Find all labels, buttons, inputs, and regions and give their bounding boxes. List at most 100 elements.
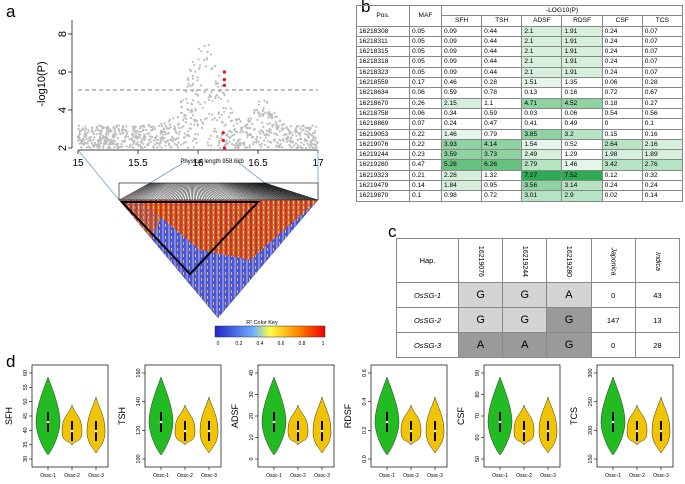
- snp-mapping-line: [183, 182, 188, 201]
- table-cell: 2.1: [521, 66, 563, 79]
- snp-mapping-line: [162, 182, 176, 201]
- hap-header: Hap.: [396, 238, 459, 283]
- snp-point: [144, 145, 147, 148]
- snp-point: [101, 136, 104, 139]
- snp-point: [99, 125, 103, 128]
- snp-point: [267, 134, 270, 137]
- hap-header-japonica-text: Japonica: [609, 247, 617, 276]
- table-cell: 16218869: [356, 118, 410, 130]
- snp-mapping-line: [130, 182, 157, 201]
- table-cell: 0.44: [481, 56, 523, 68]
- association-table: Pos. MAF -LOG10(P) SFH TSH ADSF RDSF CSF TCS …: [356, 4, 684, 202]
- snp-point: [85, 146, 89, 149]
- snp-point: [250, 117, 253, 120]
- snp-point: [289, 141, 293, 144]
- snp-point: [218, 141, 221, 144]
- snp-point: [307, 127, 310, 130]
- y-tick-label: 8: [57, 31, 69, 37]
- snp-mapping-line: [132, 182, 158, 201]
- table-cell: 0.28: [481, 77, 523, 89]
- snp-point: [173, 142, 176, 146]
- snp-point: [275, 122, 278, 125]
- snp-point: [186, 85, 189, 88]
- table-row: 16218869 0.07 0.24 0.47 0.41 0.49 0 0.1: [356, 118, 684, 130]
- snp-mapping-line: [145, 182, 166, 201]
- snp-point: [159, 129, 162, 132]
- snp-point: [141, 146, 144, 150]
- hap-header-snp1-text: 16219076: [477, 245, 485, 278]
- table-cell: 147: [590, 307, 636, 333]
- snp-point: [256, 135, 259, 138]
- table-cell: 0.24: [440, 118, 483, 130]
- violin-y-tick-label: 80: [475, 391, 481, 397]
- snp-point: [164, 124, 167, 127]
- snp-mapping-line: [210, 182, 225, 201]
- snp-point: [130, 133, 134, 136]
- significant-snp-point: [222, 70, 227, 74]
- table-row: 16218311 0.05 0.09 0.44 2.1 1.91 0.24 0.07: [356, 35, 684, 48]
- snp-point: [257, 140, 260, 144]
- table-cell: 0.54: [601, 107, 643, 120]
- snp-point: [217, 144, 220, 147]
- table-cell: 3.56: [521, 180, 563, 192]
- snp-point: [236, 131, 239, 134]
- col-header-trait: RDSF: [561, 15, 603, 27]
- snp-point: [288, 143, 291, 147]
- snp-point: [130, 138, 133, 142]
- snp-point: [266, 123, 269, 126]
- snp-point: [267, 146, 270, 149]
- violin-median: [159, 420, 163, 424]
- snp-point: [251, 122, 254, 126]
- snp-mapping-line: [188, 182, 191, 201]
- snp-point: [99, 137, 102, 140]
- table-cell: 0.79: [481, 128, 523, 140]
- snp-point: [176, 116, 179, 119]
- snp-point: [216, 82, 219, 85]
- table-cell: 28: [634, 332, 681, 358]
- snp-point: [158, 142, 161, 145]
- snp-point: [154, 138, 157, 141]
- snp-point: [215, 130, 218, 133]
- snp-point: [258, 112, 261, 115]
- connector-line-mid-left: [149, 159, 189, 184]
- snp-mapping-line: [173, 182, 183, 201]
- table-cell: 0.03: [521, 107, 563, 120]
- table-row: 16219076 0.22 3.93 4.14 1.54 0.52 2.64 2.16: [356, 138, 684, 151]
- snp-point: [260, 145, 263, 148]
- snp-point: [191, 84, 194, 87]
- snp-point: [143, 135, 146, 138]
- snp-point: [113, 140, 116, 143]
- snp-point: [169, 138, 172, 141]
- violin-x-label: Ossc-3: [201, 473, 217, 479]
- table-row: 16218308 0.05 0.09 0.44 2.1 1.91 0.24 0.07: [356, 25, 684, 37]
- table-cell: 0.21: [409, 169, 442, 182]
- snp-mapping-line: [203, 182, 213, 201]
- snp-mapping-line: [249, 182, 292, 201]
- table-cell: 7.27: [521, 169, 563, 182]
- col-header-trait: TSH: [481, 15, 523, 27]
- snp-point: [224, 123, 227, 126]
- snp-point: [241, 130, 244, 133]
- snp-mapping-line: [164, 182, 177, 201]
- snp-mapping-line: [197, 182, 202, 201]
- snp-point: [81, 142, 84, 145]
- snp-point: [199, 103, 202, 106]
- snp-point: [225, 141, 228, 144]
- violin-median: [635, 429, 639, 433]
- snp-point: [108, 131, 111, 134]
- table-cell: 0.06: [409, 107, 442, 120]
- snp-point: [267, 110, 271, 113]
- table-cell: 3.93: [440, 138, 483, 151]
- snp-mapping-line: [206, 182, 218, 201]
- snp-point: [120, 143, 123, 146]
- ld-heatmap-hot-region-left: [119, 200, 170, 240]
- snp-mapping-line: [125, 182, 155, 201]
- table-cell: 1.46: [561, 159, 603, 171]
- snp-point: [78, 142, 81, 145]
- snp-point: [191, 89, 194, 93]
- snp-point: [143, 137, 146, 140]
- snp-point: [266, 100, 269, 103]
- table-cell: 0.67: [641, 87, 684, 99]
- table-cell: 0.05: [409, 46, 442, 58]
- table-row: OsSG-3 A A G 0 28: [396, 332, 681, 358]
